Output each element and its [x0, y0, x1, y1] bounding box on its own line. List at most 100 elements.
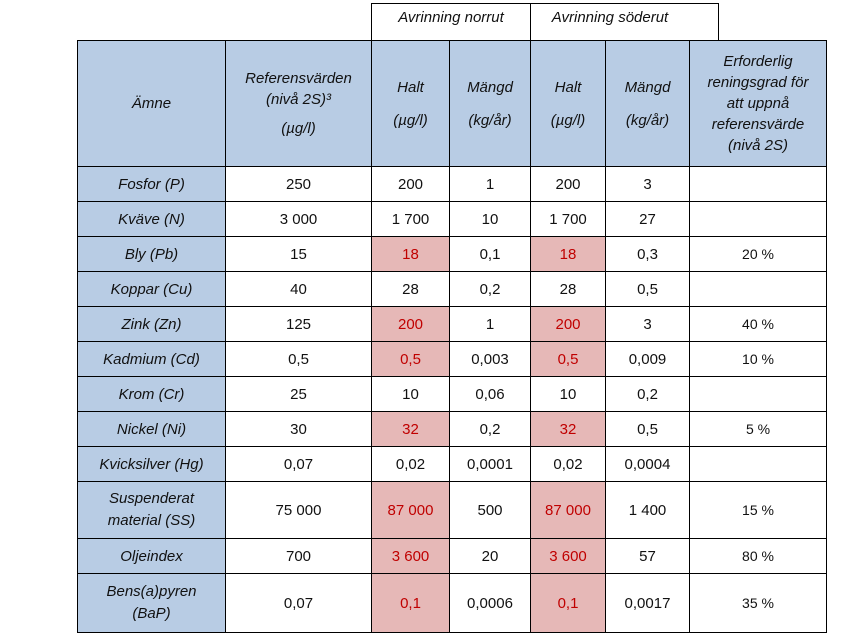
required-cell: 15 %: [689, 481, 827, 539]
col-reference-line1: Referensvärden: [245, 70, 352, 87]
required-cell: [689, 201, 827, 237]
ref-cell: 75 000: [225, 481, 372, 539]
substance-cell: Kvicksilver (Hg): [77, 446, 226, 482]
south-mangd-cell: 0,3: [605, 236, 690, 272]
table-row: Nickel (Ni) 30 32 0,2 32 0,5 5 %: [77, 411, 827, 447]
north-halt-cell-exceeded: 87 000: [371, 481, 450, 539]
north-mangd-cell: 1: [449, 306, 531, 342]
south-halt-cell: 28: [530, 271, 606, 307]
group-header-empty: [689, 3, 719, 40]
col-south-mangd-unit: (kg/år): [625, 111, 670, 129]
north-mangd-cell: 0,06: [449, 376, 531, 412]
ref-cell: 15: [225, 236, 372, 272]
north-halt-cell-exceeded: 18: [371, 236, 450, 272]
north-mangd-cell: 0,0001: [449, 446, 531, 482]
ref-cell: 0,07: [225, 446, 372, 482]
group-header-divider: [718, 3, 719, 40]
south-halt-cell: 10: [530, 376, 606, 412]
south-mangd-cell: 0,0004: [605, 446, 690, 482]
table-row: Koppar (Cu) 40 28 0,2 28 0,5: [77, 271, 827, 307]
col-south-mangd-label: Mängd: [624, 78, 671, 96]
col-south-mangd: Mängd (kg/år): [605, 40, 690, 167]
table-row: Oljeindex 700 3 600 20 3 600 57 80 %: [77, 538, 827, 574]
ref-cell: 250: [225, 166, 372, 202]
north-halt-cell-exceeded: 32: [371, 411, 450, 447]
north-mangd-cell: 0,003: [449, 341, 531, 377]
table-row: Kväve (N) 3 000 1 700 10 1 700 27: [77, 201, 827, 237]
table-row: Krom (Cr) 25 10 0,06 10 0,2: [77, 376, 827, 412]
required-cell: 40 %: [689, 306, 827, 342]
ref-cell: 0,5: [225, 341, 372, 377]
north-mangd-cell: 0,0006: [449, 573, 531, 633]
south-halt-cell-exceeded: 200: [530, 306, 606, 342]
south-halt-cell: 1 700: [530, 201, 606, 237]
table-row: Kvicksilver (Hg) 0,07 0,02 0,0001 0,02 0…: [77, 446, 827, 482]
col-substance-label: Ämne: [131, 95, 172, 112]
col-north-halt: Halt (µg/l): [371, 40, 450, 167]
north-halt-cell: 200: [371, 166, 450, 202]
required-cell: 20 %: [689, 236, 827, 272]
south-mangd-cell: 0,009: [605, 341, 690, 377]
south-mangd-cell: 0,5: [605, 271, 690, 307]
north-halt-cell-exceeded: 3 600: [371, 538, 450, 574]
col-north-mangd-label: Mängd: [467, 78, 513, 96]
north-mangd-cell: 10: [449, 201, 531, 237]
col-substance: Ämne: [77, 40, 226, 167]
required-cell: 35 %: [689, 573, 827, 633]
table-row: Fosfor (P) 250 200 1 200 3: [77, 166, 827, 202]
south-mangd-cell: 27: [605, 201, 690, 237]
required-cell: [689, 166, 827, 202]
ref-cell: 0,07: [225, 573, 372, 633]
south-mangd-cell: 3: [605, 306, 690, 342]
south-mangd-cell: 0,0017: [605, 573, 690, 633]
south-halt-cell: 0,02: [530, 446, 606, 482]
ref-cell: 125: [225, 306, 372, 342]
south-mangd-cell: 57: [605, 538, 690, 574]
substance-cell: Oljeindex: [77, 538, 226, 574]
north-halt-cell: 10: [371, 376, 450, 412]
required-cell: [689, 376, 827, 412]
north-mangd-cell: 0,1: [449, 236, 531, 272]
substance-cell: Zink (Zn): [77, 306, 226, 342]
south-halt-cell-exceeded: 3 600: [530, 538, 606, 574]
col-south-halt: Halt (µg/l): [530, 40, 606, 167]
col-required: Erforderlig reningsgrad för att uppnå re…: [689, 40, 827, 167]
south-halt-cell-exceeded: 18: [530, 236, 606, 272]
required-cell: [689, 271, 827, 307]
substance-cell: Fosfor (P): [77, 166, 226, 202]
group-header-south: Avrinning söderut: [530, 3, 689, 40]
south-halt-cell-exceeded: 87 000: [530, 481, 606, 539]
north-halt-cell-exceeded: 200: [371, 306, 450, 342]
substance-cell: Bly (Pb): [77, 236, 226, 272]
required-cell: [689, 446, 827, 482]
ref-cell: 3 000: [225, 201, 372, 237]
table-row: Zink (Zn) 125 200 1 200 3 40 %: [77, 306, 827, 342]
south-halt-cell-exceeded: 0,1: [530, 573, 606, 633]
substance-cell: Suspenderat material (SS): [77, 481, 226, 539]
north-halt-cell: 28: [371, 271, 450, 307]
table-row: Suspenderat material (SS) 75 000 87 000 …: [77, 481, 827, 539]
south-halt-cell-exceeded: 0,5: [530, 341, 606, 377]
col-reference-line2: (nivå 2S)³: [265, 91, 332, 108]
col-south-halt-unit: (µg/l): [550, 111, 586, 129]
south-mangd-cell: 0,5: [605, 411, 690, 447]
col-north-mangd: Mängd (kg/år): [449, 40, 531, 167]
col-north-halt-unit: (µg/l): [393, 111, 428, 129]
col-reference-unit: (µg/l): [281, 120, 316, 137]
ref-cell: 25: [225, 376, 372, 412]
ref-cell: 30: [225, 411, 372, 447]
south-mangd-cell: 0,2: [605, 376, 690, 412]
north-mangd-cell: 1: [449, 166, 531, 202]
header-row: Ämne Referensvärden (nivå 2S)³ (µg/l) Ha…: [77, 40, 827, 167]
col-south-halt-label: Halt: [554, 78, 582, 96]
north-halt-cell: 0,02: [371, 446, 450, 482]
substance-cell: Krom (Cr): [77, 376, 226, 412]
north-mangd-cell: 0,2: [449, 271, 531, 307]
col-reference: Referensvärden (nivå 2S)³ (µg/l): [225, 40, 372, 167]
south-halt-cell: 200: [530, 166, 606, 202]
north-mangd-cell: 500: [449, 481, 531, 539]
table-row: Kadmium (Cd) 0,5 0,5 0,003 0,5 0,009 10 …: [77, 341, 827, 377]
south-halt-cell-exceeded: 32: [530, 411, 606, 447]
south-mangd-cell: 1 400: [605, 481, 690, 539]
col-north-halt-label: Halt: [397, 78, 424, 96]
